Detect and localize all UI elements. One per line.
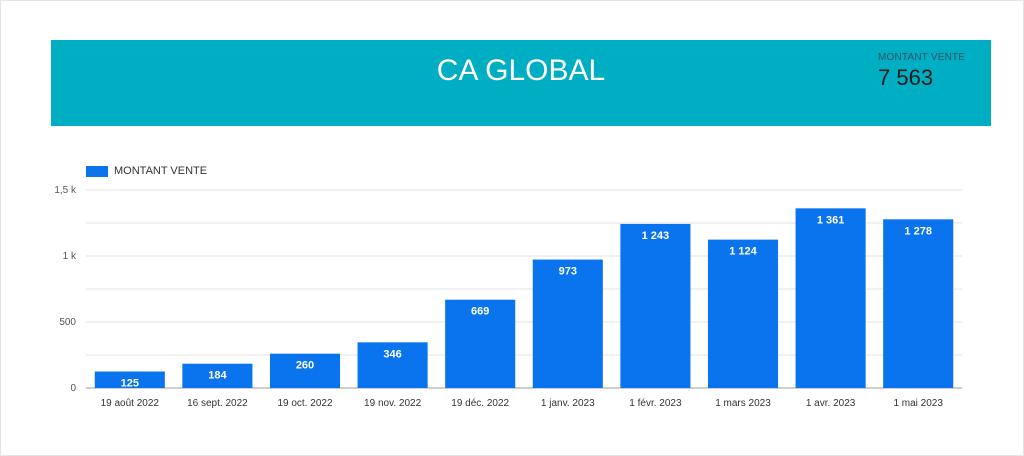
x-tick-label: 19 nov. 2022 — [364, 398, 422, 409]
bar-value-label: 260 — [296, 360, 314, 372]
bar — [707, 239, 779, 388]
legend-label: MONTANT VENTE — [114, 165, 208, 177]
legend-swatch — [86, 165, 108, 177]
bar-value-label: 1 361 — [817, 214, 845, 226]
y-tick-label: 500 — [59, 317, 76, 328]
bar-value-label: 125 — [121, 378, 139, 390]
kpi-scorecard: MONTANT VENTE 7 563 — [878, 52, 965, 91]
x-tick-label: 19 déc. 2022 — [451, 398, 509, 409]
bar-value-label: 973 — [559, 266, 577, 278]
y-tick-label: 1 k — [63, 251, 77, 262]
kpi-value: 7 563 — [878, 65, 934, 90]
bar-value-label: 1 278 — [904, 225, 932, 237]
bar — [795, 208, 866, 388]
bar — [532, 259, 603, 388]
x-tick-label: 19 oct. 2022 — [277, 398, 332, 409]
bar — [445, 299, 516, 388]
x-tick-label: 1 mars 2023 — [715, 398, 771, 409]
bar — [269, 353, 341, 388]
x-tick-label: 1 avr. 2023 — [806, 398, 856, 409]
y-tick-label: 1,5 k — [54, 185, 77, 196]
kpi-label: MONTANT VENTE — [878, 52, 966, 63]
x-tick-label: 1 janv. 2023 — [541, 398, 595, 409]
chart-legend: MONTANT VENTE — [86, 165, 207, 177]
page-title: CA GLOBAL — [436, 54, 606, 87]
bar-value-label: 1 243 — [642, 230, 670, 242]
header-banner: CA GLOBAL — [51, 40, 991, 126]
bar-value-label: 184 — [208, 370, 227, 382]
bar — [883, 219, 954, 388]
bar-value-label: 669 — [471, 306, 489, 318]
bar-value-label: 346 — [383, 348, 401, 360]
bar — [182, 363, 253, 388]
x-tick-label: 19 août 2022 — [101, 398, 160, 409]
x-tick-label: 1 févr. 2023 — [629, 398, 682, 409]
bar-value-label: 1 124 — [729, 246, 757, 258]
bar — [94, 371, 165, 388]
x-tick-label: 1 mai 2023 — [893, 398, 943, 409]
x-tick-label: 16 sept. 2022 — [187, 398, 248, 409]
bar — [357, 342, 428, 388]
bar — [620, 223, 691, 388]
y-tick-label: 0 — [70, 383, 76, 394]
